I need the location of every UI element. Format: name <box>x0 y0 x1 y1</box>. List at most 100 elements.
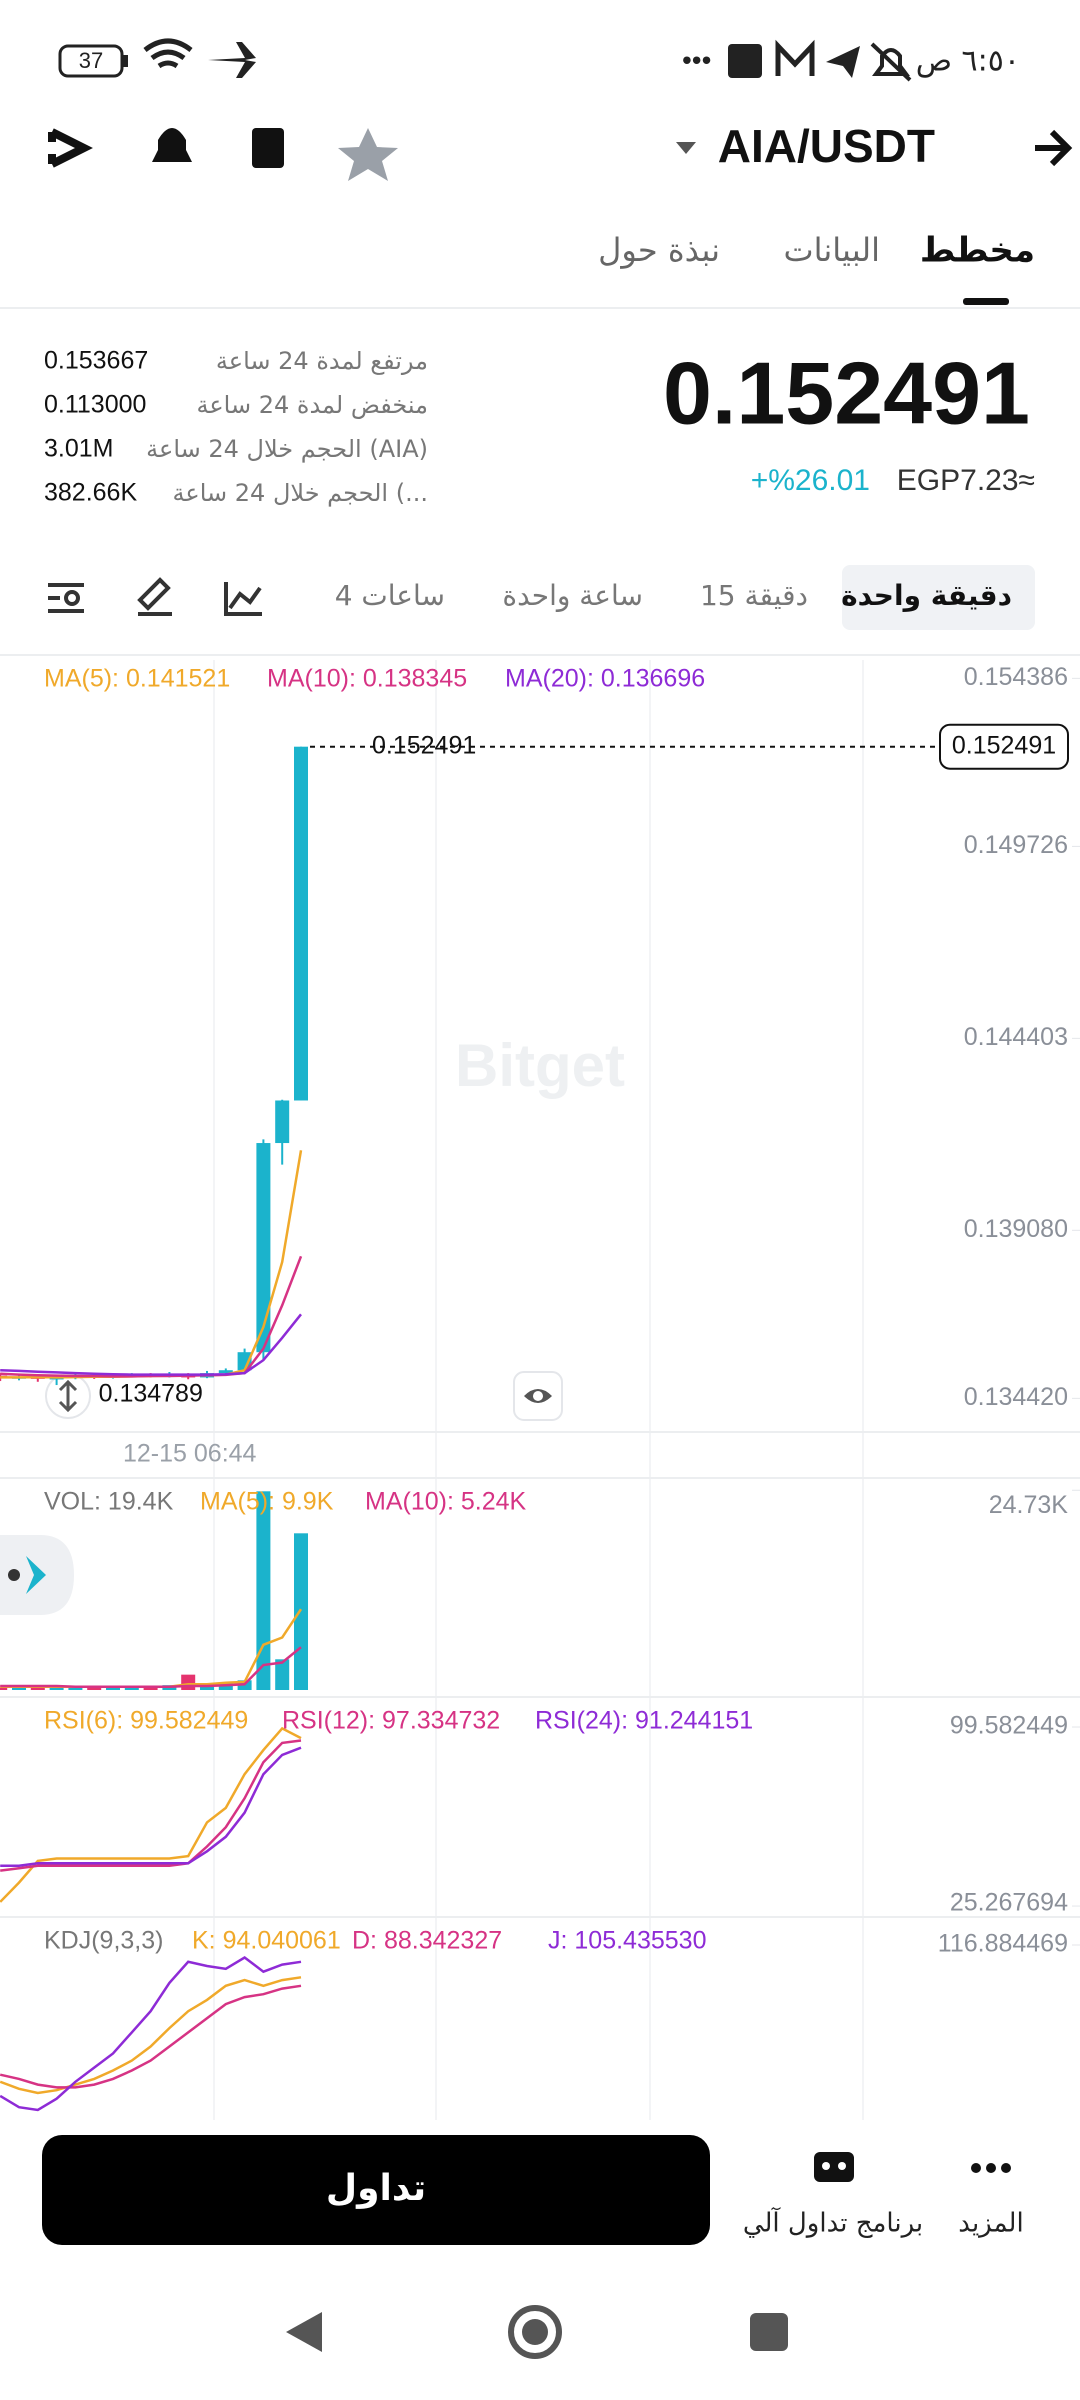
y-tick-label: 116.884469 <box>938 1930 1068 1958</box>
indicator-line <box>0 1984 302 2089</box>
legend-entry: RSI(6): 99.582449 <box>44 1707 248 1735</box>
y-tick-label: 0.149726 <box>964 831 1068 859</box>
legend-entry: MA(10): 5.24K <box>365 1488 527 1516</box>
pair-dropdown[interactable] <box>676 142 696 154</box>
mail-icon <box>775 39 815 76</box>
nav-back[interactable] <box>286 2312 322 2352</box>
nav-recents[interactable] <box>750 2313 788 2351</box>
more-label[interactable]: المزيد <box>958 2209 1023 2239</box>
indicator-line <box>0 1976 302 2095</box>
indicator-line <box>0 1150 303 1379</box>
y-tick-label: 24.73K <box>989 1491 1069 1519</box>
alert-icon[interactable] <box>152 128 192 162</box>
last-price-label: 0.152491 <box>952 731 1056 759</box>
stat-value: 0.113000 <box>44 391 146 419</box>
price-change: +%26.01 <box>751 464 870 497</box>
volume-bar <box>87 1686 102 1690</box>
draw-icon[interactable] <box>137 577 172 616</box>
notes-icon[interactable] <box>252 128 284 168</box>
mute-icon <box>870 42 912 82</box>
y-tick-label: 99.582449 <box>950 1712 1068 1740</box>
tab-indicator <box>963 298 1009 305</box>
panel-title: VOL: 19.4K <box>44 1488 174 1516</box>
volume-bar <box>30 1687 45 1690</box>
fiat-price: EGP7.23≈ <box>897 464 1035 497</box>
candle-body <box>237 1352 252 1371</box>
battery-tip <box>123 55 128 67</box>
battery-icon <box>58 44 124 78</box>
stat-label: الحجم خلال 24 ساعة (AIA) <box>146 435 428 463</box>
stat-value: 0.153667 <box>44 347 148 375</box>
legend-entry: MA(5): 0.141521 <box>44 665 230 693</box>
bot-eye <box>838 2162 846 2170</box>
volume-bar <box>275 1659 290 1690</box>
stat-value: 382.66K <box>44 479 137 507</box>
indicator-line <box>0 1313 302 1376</box>
more-dot <box>971 2163 981 2173</box>
y-tick-label: 25.267694 <box>950 1889 1068 1917</box>
indicator-icon[interactable] <box>224 582 262 616</box>
volume-bar <box>218 1683 233 1690</box>
stat-label: الحجم خلال 24 ساعة (... <box>173 479 428 507</box>
volume-bar <box>0 1687 8 1690</box>
share-icon[interactable] <box>48 128 93 168</box>
indicator-line <box>0 1608 303 1689</box>
y-tick-label: 0.134420 <box>964 1383 1068 1411</box>
status-bar: 37 ••• ٦:٥٠ ص <box>58 38 1020 82</box>
tab[interactable]: نبذة حول <box>598 231 720 269</box>
timeframe[interactable]: ساعة واحدة <box>502 579 643 612</box>
y-tick-label: 0.154386 <box>964 663 1068 691</box>
volume-bar <box>181 1674 196 1690</box>
indicator-line <box>0 1255 303 1378</box>
timeframe[interactable]: 15 دقيقة <box>700 579 808 612</box>
high-label: 0.152491 <box>372 731 476 759</box>
panel-title: KDJ(9,3,3) <box>44 1927 163 1955</box>
overflow-dots: ••• <box>682 44 711 75</box>
indicator-line <box>0 1739 302 1872</box>
legend-entry: J: 105.435530 <box>548 1927 706 1955</box>
volume-bar <box>294 1533 308 1690</box>
indicator-line <box>0 1726 302 1903</box>
nav-bar <box>286 2305 788 2359</box>
side-handle-chevron <box>26 1556 46 1594</box>
watermark: Bitget <box>455 1032 625 1099</box>
side-handle-dot <box>8 1569 20 1581</box>
favorite-icon[interactable] <box>338 128 398 181</box>
back-arrow[interactable] <box>1035 129 1073 167</box>
price-block: 0.152491 +%26.01 EGP7.23≈ 0.153667 مرتفع … <box>44 343 1035 507</box>
tab[interactable]: البيانات <box>784 231 880 269</box>
bot-icon[interactable] <box>814 2152 854 2182</box>
legend-entry: RSI(12): 97.334732 <box>282 1707 500 1735</box>
telegram-icon <box>826 46 860 78</box>
timeframe[interactable]: 4 ساعات <box>335 579 445 612</box>
pair-title[interactable]: AIA/USDT <box>718 120 935 172</box>
scale-icon <box>58 1379 78 1413</box>
timeframe-selected-bg <box>842 565 1035 630</box>
trade-button-label: تداول <box>326 2168 426 2209</box>
stat-label: مرتفع لمدة 24 ساعة <box>216 347 428 375</box>
battery-level: 37 <box>79 48 103 73</box>
timeframe-active[interactable]: دقيقة واحدة <box>841 579 1012 612</box>
indicator-line <box>0 1646 302 1689</box>
legend-entry: K: 94.040061 <box>192 1927 341 1955</box>
stat-value: 3.01M <box>44 435 113 463</box>
legend-entry: MA(10): 0.138345 <box>267 665 467 693</box>
app-icon <box>728 44 762 78</box>
legend-entry: RSI(24): 91.244151 <box>535 1707 753 1735</box>
volume-bar <box>68 1687 83 1690</box>
bot-eye <box>822 2162 830 2170</box>
trade-button[interactable] <box>42 2135 710 2245</box>
nav-home[interactable] <box>508 2305 562 2359</box>
tab-active[interactable]: مخطط <box>920 231 1035 271</box>
settings-icon[interactable] <box>48 583 84 613</box>
header: AIA/USDT <box>48 120 1073 181</box>
timeframes: دقيقة واحدة 15 دقيقة ساعة واحدة 4 ساعات <box>0 565 1080 656</box>
more-dot <box>986 2163 996 2173</box>
visibility-toggle[interactable] <box>513 1371 563 1421</box>
indicator-line <box>0 1746 302 1867</box>
bot-label[interactable]: برنامج تداول آلي <box>743 2207 923 2239</box>
candle-body <box>256 1143 271 1353</box>
candle-body <box>275 1100 290 1144</box>
last-price-box <box>939 723 1069 770</box>
volume-bar <box>12 1686 26 1690</box>
